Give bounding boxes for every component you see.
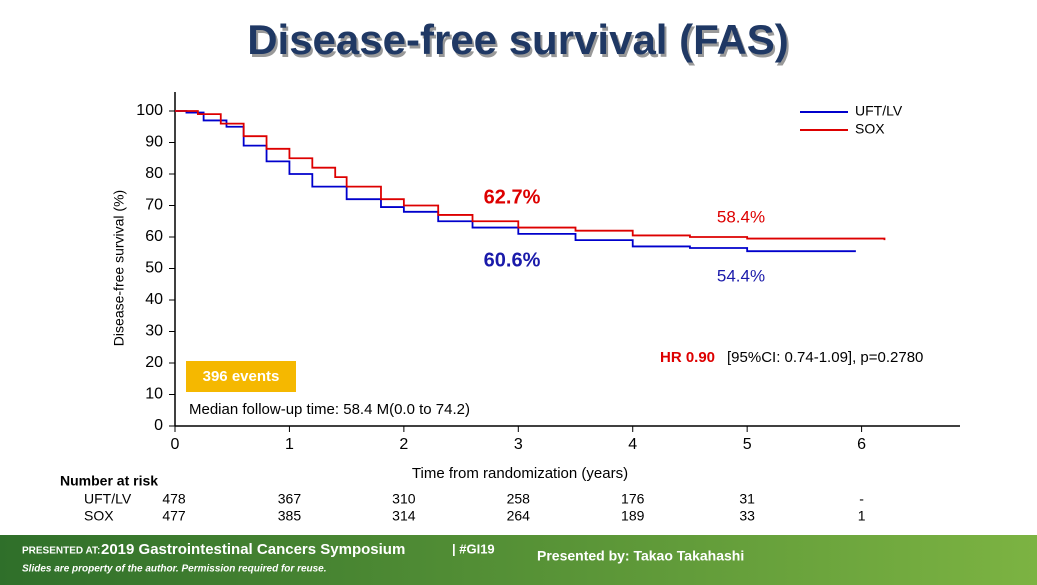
risk-value: 33	[739, 508, 755, 524]
footer-text: Presented by: Takao Takahashi	[537, 548, 744, 564]
y-tick-label: 10	[145, 386, 163, 403]
y-tick-label: 90	[145, 134, 163, 151]
annotation: 396 events	[203, 368, 280, 385]
risk-value: 31	[739, 491, 755, 507]
legend-label: SOX	[855, 121, 885, 137]
risk-title: Number at risk	[60, 473, 158, 489]
annotation: 54.4%	[717, 266, 765, 285]
annotation: Median follow-up time: 58.4 M(0.0 to 74.…	[189, 401, 470, 418]
survival-curve	[175, 110, 886, 241]
y-tick-label: 100	[136, 102, 163, 119]
footer-text: PRESENTED AT:	[22, 546, 100, 557]
annotation: 60.6%	[484, 249, 541, 271]
y-tick-label: 30	[145, 323, 163, 340]
title-shadow: Disease-free survival (FAS)	[249, 19, 791, 66]
risk-value: 264	[507, 508, 531, 524]
annotation: 58.4%	[717, 207, 765, 226]
risk-row-name: UFT/LV	[84, 491, 132, 507]
risk-row-name: SOX	[84, 508, 114, 524]
footer-text: 2019 Gastrointestinal Cancers Symposium	[101, 541, 405, 558]
annotation: HR 0.90	[660, 349, 715, 366]
y-axis-label: Disease-free survival (%)	[111, 190, 127, 346]
legend-label: UFT/LV	[855, 103, 903, 119]
chart-title: Disease-free survival (FAS)	[247, 16, 789, 63]
x-tick-label: 1	[285, 436, 294, 453]
footer-band	[0, 535, 1037, 585]
risk-value: 1	[858, 508, 866, 524]
risk-value: 314	[392, 508, 416, 524]
risk-value: -	[859, 491, 864, 507]
annotation: [95%CI: 0.74-1.09], p=0.2780	[727, 349, 923, 366]
x-tick-label: 6	[857, 436, 866, 453]
risk-value: 176	[621, 491, 645, 507]
annotation: 62.7%	[484, 186, 541, 208]
risk-value: 310	[392, 491, 416, 507]
survival-curve	[175, 110, 856, 253]
x-axis-label: Time from randomization (years)	[412, 465, 628, 482]
risk-value: 478	[162, 491, 186, 507]
risk-value: 385	[278, 508, 302, 524]
x-tick-label: 4	[628, 436, 637, 453]
y-tick-label: 0	[154, 417, 163, 434]
x-tick-label: 3	[514, 436, 523, 453]
risk-value: 477	[162, 508, 186, 524]
y-tick-label: 80	[145, 165, 163, 182]
y-tick-label: 70	[145, 197, 163, 214]
x-tick-label: 2	[399, 436, 408, 453]
y-tick-label: 20	[145, 354, 163, 371]
y-tick-label: 50	[145, 260, 163, 277]
risk-value: 258	[507, 491, 531, 507]
y-tick-label: 60	[145, 228, 163, 245]
risk-value: 189	[621, 508, 645, 524]
x-tick-label: 0	[171, 436, 180, 453]
risk-value: 367	[278, 491, 302, 507]
events-box	[186, 361, 296, 392]
footer-text: Slides are property of the author. Permi…	[22, 564, 327, 575]
footer-text: | #GI19	[452, 541, 495, 556]
y-tick-label: 40	[145, 291, 163, 308]
x-tick-label: 5	[743, 436, 752, 453]
